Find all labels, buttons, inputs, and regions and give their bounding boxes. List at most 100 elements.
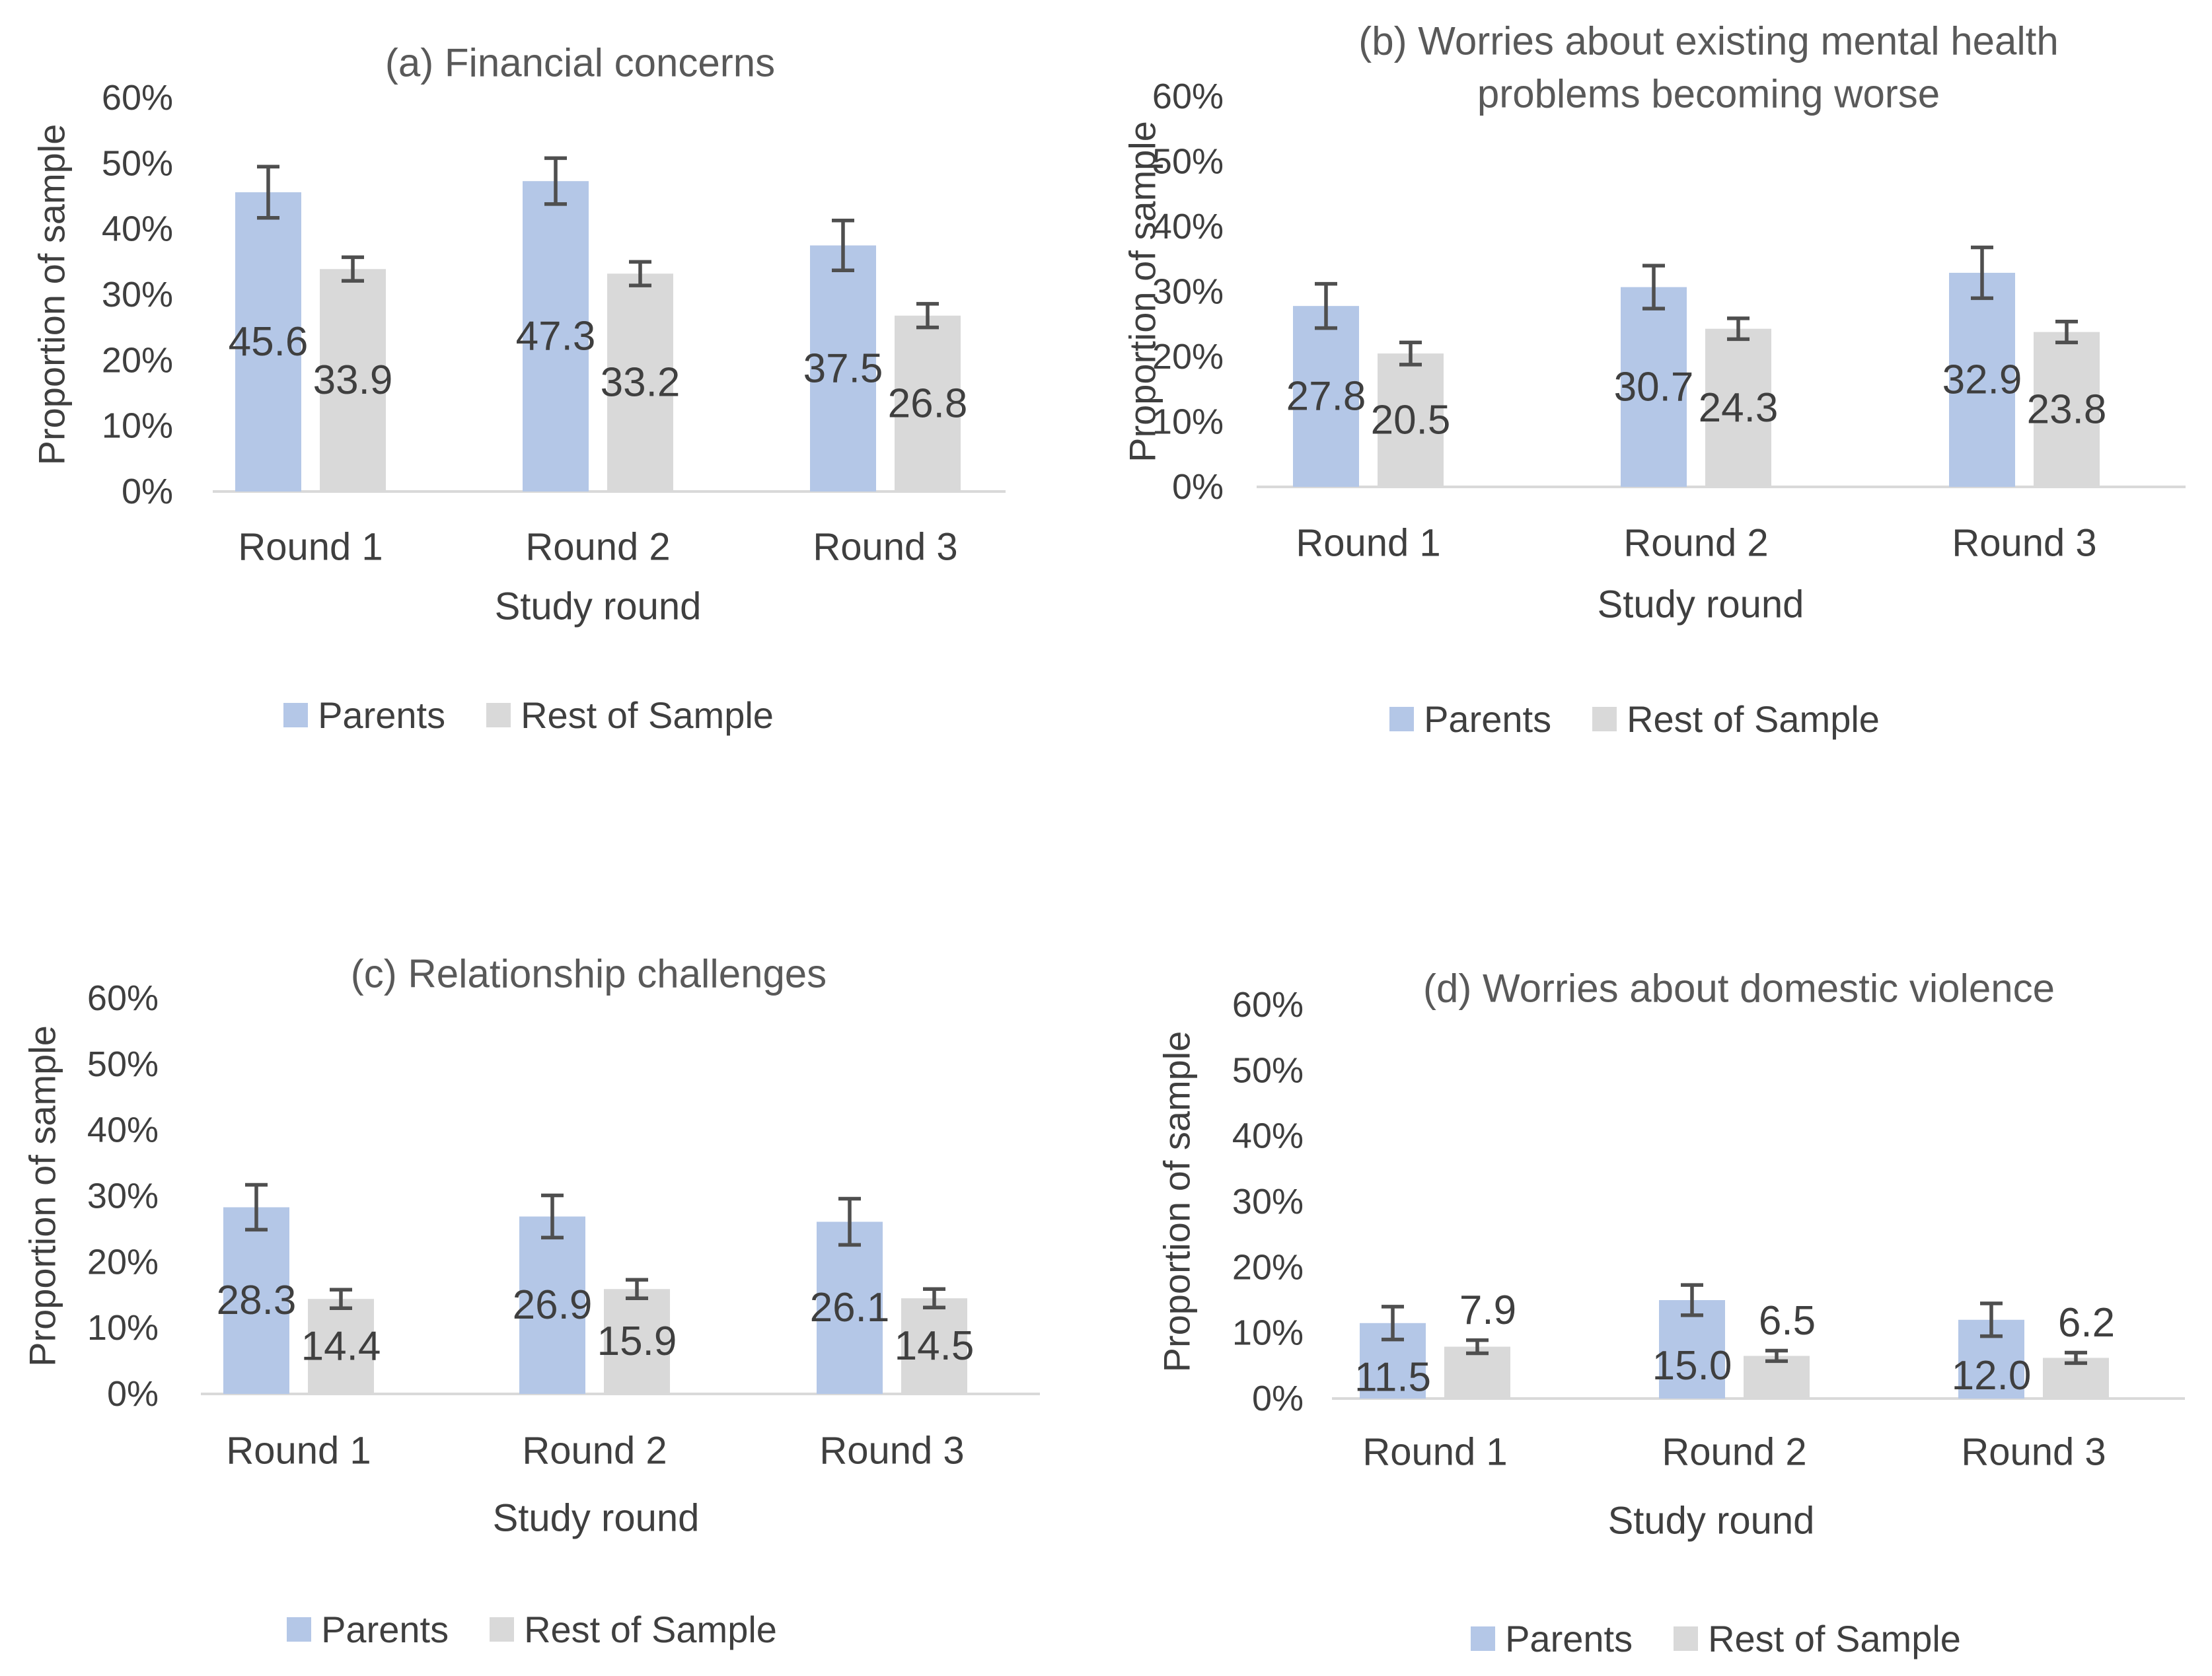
y-axis-tick-label: 0% <box>1252 1379 1304 1418</box>
legend-item-rest-of-sample: Rest of Sample <box>486 694 774 737</box>
y-axis-tick-label: 50% <box>1232 1050 1304 1090</box>
y-axis-tick-label: 40% <box>1232 1116 1304 1156</box>
bar-chart-financial-concerns: (a) Financial concerns 0% 10% 20% 30% 40% 50% 6… <box>31 41 1006 628</box>
legend: Parents Rest of Sample <box>0 1608 1085 1651</box>
chart-title: problems becoming worse <box>1477 72 1940 116</box>
legend-swatch-rest-of-sample-icon <box>1674 1626 1699 1651</box>
y-axis-tick-label: 50% <box>102 143 173 183</box>
x-axis-category-label: Round 3 <box>819 1430 964 1473</box>
x-axis-category-label: Round 1 <box>238 526 383 569</box>
y-axis-tick-label: 0% <box>122 472 173 511</box>
data-label: 47.3 <box>516 314 596 359</box>
legend: Parents Rest of Sample <box>1163 1617 2212 1660</box>
bar-parents-round-3 <box>1949 272 2015 487</box>
y-axis-tick-label: 30% <box>87 1177 159 1216</box>
bar-chart-mental-health-worries: (b) Worries about existing mental health… <box>1122 19 2186 626</box>
y-axis-tick-label: 0% <box>107 1374 159 1414</box>
y-axis-title: Proportion of sample <box>22 1025 63 1367</box>
x-axis-category-label: Round 3 <box>1961 1431 2106 1474</box>
bar-rest-of-sample-round-3 <box>901 1298 967 1394</box>
chart-panel-a: (a) Financial concerns 0% 10% 20% 30% 40% 50% 6… <box>0 0 1106 838</box>
x-axis-category-label: Round 1 <box>226 1430 371 1473</box>
chart-title: (c) Relationship challenges <box>351 952 827 996</box>
x-axis-category-label: Round 3 <box>813 526 957 569</box>
data-label: 26.8 <box>888 381 968 426</box>
legend-label-parents: Parents <box>1505 1617 1633 1659</box>
legend-label-parents: Parents <box>321 1608 449 1650</box>
bar-parents-round-2 <box>1621 287 1687 487</box>
data-label: 28.3 <box>217 1278 297 1323</box>
y-axis-tick-label: 20% <box>87 1242 159 1282</box>
y-axis-tick-label: 20% <box>1232 1247 1304 1287</box>
legend-swatch-parents-icon <box>1471 1626 1496 1651</box>
bar-rest-of-sample-round-2 <box>604 1289 670 1394</box>
chart-title: (b) Worries about existing mental health <box>1358 19 2058 63</box>
bar-parents-round-1 <box>1293 306 1359 487</box>
x-axis-category-label: Round 2 <box>1623 522 1768 565</box>
legend-label-parents: Parents <box>1424 698 1552 740</box>
y-axis-tick-label: 60% <box>102 78 173 118</box>
legend-swatch-rest-of-sample-icon <box>490 1617 515 1642</box>
x-axis-title: Study round <box>1598 583 1804 626</box>
bar-rest-of-sample-round-1 <box>1444 1346 1510 1399</box>
legend: Parents Rest of Sample <box>1082 698 2188 741</box>
bar-parents-round-2 <box>523 181 589 492</box>
legend-swatch-rest-of-sample-icon <box>1592 706 1617 731</box>
y-axis-tick-label: 10% <box>102 406 173 446</box>
y-axis-tick-label: 40% <box>1152 207 1224 246</box>
legend-label-rest-of-sample: Rest of Sample <box>524 1608 777 1650</box>
y-axis-tick-label: 0% <box>1172 467 1224 507</box>
data-label: 20.5 <box>1371 398 1451 443</box>
legend-label-rest-of-sample: Rest of Sample <box>1627 698 1880 740</box>
bar-parents-round-1 <box>223 1207 289 1394</box>
bar-parents-round-3 <box>817 1221 883 1394</box>
bar-rest-of-sample-round-2 <box>607 273 673 492</box>
chart-title: (a) Financial concerns <box>385 41 775 85</box>
y-axis-tick-label: 30% <box>1232 1182 1304 1221</box>
legend-item-rest-of-sample: Rest of Sample <box>490 1608 777 1651</box>
bar-rest-of-sample-round-2 <box>1744 1356 1810 1399</box>
y-axis-tick-label: 60% <box>1232 985 1304 1025</box>
x-axis-category-label: Round 3 <box>1952 522 2096 565</box>
x-axis-title: Study round <box>495 585 702 628</box>
y-axis-tick-label: 30% <box>102 275 173 314</box>
chart-panel-d: (d) Worries about domestic violence 0% 10%… <box>1106 838 2212 1676</box>
y-axis-tick-label: 10% <box>1232 1313 1304 1353</box>
legend: Parents Rest of Sample <box>0 694 1082 737</box>
y-axis-title: Proportion of sample <box>31 124 73 466</box>
legend-label-parents: Parents <box>318 694 446 736</box>
y-axis-title: Proportion of sample <box>1156 1031 1198 1373</box>
bar-rest-of-sample-round-1 <box>320 269 386 492</box>
data-label: 37.5 <box>803 346 883 391</box>
bar-parents-round-2 <box>519 1216 585 1394</box>
data-label: 24.3 <box>1699 385 1779 431</box>
bar-rest-of-sample-round-3 <box>2034 332 2100 487</box>
x-axis-title: Study round <box>493 1497 700 1540</box>
data-label: 15.0 <box>1652 1343 1732 1389</box>
legend-item-parents: Parents <box>1389 698 1551 741</box>
legend-item-rest-of-sample: Rest of Sample <box>1592 698 1880 741</box>
legend-item-rest-of-sample: Rest of Sample <box>1674 1617 1961 1660</box>
bar-parents-round-3 <box>810 245 876 492</box>
chart-panel-c: (c) Relationship challenges 0% 10% 20% 30% 40… <box>0 838 1106 1676</box>
x-axis-title: Study round <box>1608 1500 1815 1543</box>
legend-label-rest-of-sample: Rest of Sample <box>521 694 774 736</box>
data-label: 27.8 <box>1286 374 1366 419</box>
x-axis-category-label: Round 2 <box>525 526 670 569</box>
bar-rest-of-sample-round-3 <box>895 315 961 492</box>
y-axis-tick-label: 20% <box>102 340 173 380</box>
bar-rest-of-sample-round-1 <box>308 1299 374 1394</box>
y-axis-title: Proportion of sample <box>1122 121 1163 462</box>
bar-parents-round-1 <box>235 192 301 492</box>
bar-chart-domestic-violence-worries: (d) Worries about domestic violence 0% 10%… <box>1156 966 2185 1543</box>
y-axis-tick-label: 40% <box>102 209 173 249</box>
bar-rest-of-sample-round-2 <box>1705 328 1771 487</box>
data-label: 33.9 <box>313 357 393 403</box>
data-label: 14.5 <box>895 1323 975 1369</box>
data-label: 30.7 <box>1614 364 1694 410</box>
y-axis-tick-label: 10% <box>87 1308 159 1348</box>
y-axis-tick-label: 60% <box>1152 77 1224 116</box>
bar-chart-relationship-challenges: (c) Relationship challenges 0% 10% 20% 30% 40… <box>22 952 1040 1540</box>
data-label: 26.1 <box>810 1285 890 1330</box>
